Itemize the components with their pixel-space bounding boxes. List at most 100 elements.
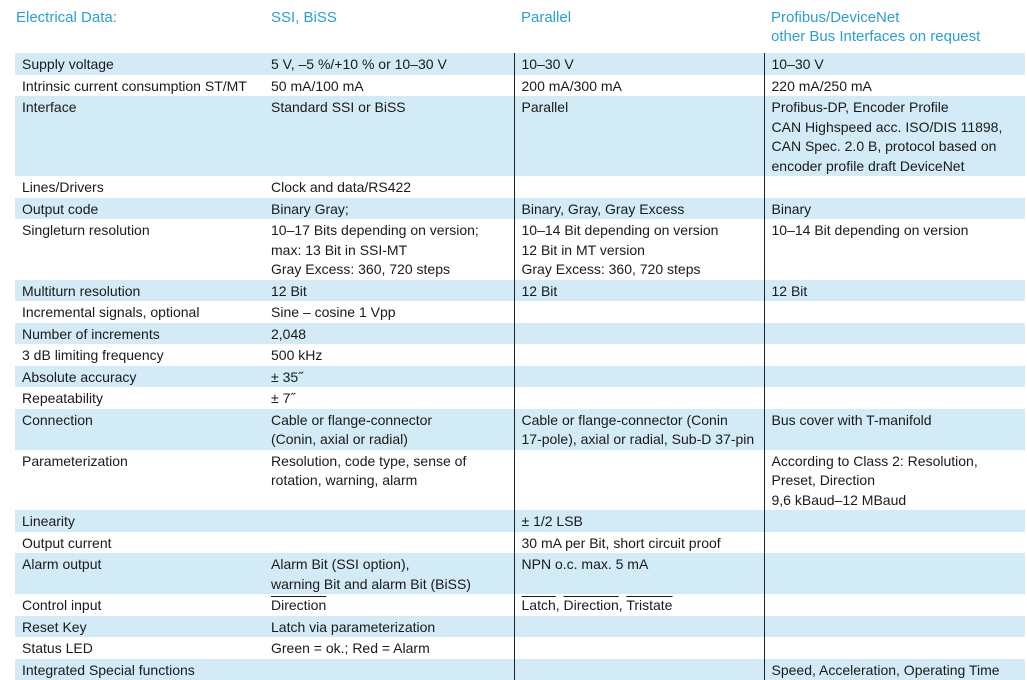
header-profibus-line1: Profibus/DeviceNet bbox=[771, 8, 980, 27]
parallel-cell bbox=[514, 659, 764, 680]
table-header: Electrical Data: SSI, BiSS Parallel Prof… bbox=[0, 0, 1027, 52]
parallel-cell bbox=[514, 301, 764, 323]
ssi-cell: 5 V, –5 %/+10 % or 10–30 V bbox=[264, 53, 514, 75]
parallel-cell bbox=[514, 637, 764, 659]
row-label: Integrated Special functions bbox=[15, 659, 264, 680]
parallel-cell-line: 10–30 V bbox=[522, 55, 757, 75]
bus-cell bbox=[764, 301, 1025, 323]
row-label: Output code bbox=[15, 198, 264, 220]
ssi-cell: ± 7˝ bbox=[264, 387, 514, 409]
ssi-cell-line: 500 kHz bbox=[271, 346, 507, 366]
parallel-cell-line: NPN o.c. max. 5 mA bbox=[522, 555, 757, 575]
ssi-cell-line: Resolution, code type, sense of bbox=[271, 452, 507, 472]
header-ssi-biss: SSI, BiSS bbox=[271, 8, 337, 27]
bus-cell-line: 10–30 V bbox=[772, 55, 1019, 75]
bus-cell-line: 12 Bit bbox=[772, 282, 1019, 302]
parallel-cell: Parallel bbox=[514, 96, 764, 176]
table-row: Linearity± 1/2 LSB bbox=[15, 510, 1025, 532]
parallel-cell-line: Parallel bbox=[522, 98, 757, 118]
ssi-cell-line: ± 35˝ bbox=[271, 368, 507, 388]
bus-cell-line: Binary bbox=[772, 200, 1019, 220]
parallel-cell: 200 mA/300 mA bbox=[514, 75, 764, 97]
bus-cell: 220 mA/250 mA bbox=[764, 75, 1025, 97]
ssi-cell-line: Latch via parameterization bbox=[271, 618, 507, 638]
ssi-cell-line: Clock and data/RS422 bbox=[271, 178, 507, 198]
bus-cell-line: Bus cover with T-manifold bbox=[772, 411, 1019, 431]
parallel-cell: NPN o.c. max. 5 mA bbox=[514, 553, 764, 594]
parallel-cell bbox=[514, 450, 764, 511]
bus-cell: 12 Bit bbox=[764, 280, 1025, 302]
ssi-cell: 500 kHz bbox=[264, 344, 514, 366]
parallel-cell-line: Latch, Direction, Tristate bbox=[522, 596, 757, 616]
parallel-cell-line: 17-pole), axial or radial, Sub-D 37-pin bbox=[522, 430, 757, 450]
table-row: Interface Standard SSI or BiSS Parallel Pro… bbox=[15, 96, 1025, 176]
bus-cell bbox=[764, 532, 1025, 554]
ssi-cell-line: Gray Excess: 360, 720 steps bbox=[271, 260, 507, 280]
row-label: Alarm output bbox=[15, 553, 264, 594]
ssi-cell-line: Binary Gray; bbox=[271, 200, 507, 220]
ssi-cell-line: ± 7˝ bbox=[271, 389, 507, 409]
bus-cell bbox=[764, 553, 1025, 594]
parallel-cell: 10–30 V bbox=[514, 53, 764, 75]
ssi-cell-line: max: 13 Bit in SSI-MT bbox=[271, 241, 507, 261]
bus-cell-line: Preset, Direction bbox=[772, 471, 1019, 491]
row-label: Control input bbox=[15, 594, 264, 616]
header-profibus-line2: other Bus Interfaces on request bbox=[771, 27, 980, 46]
spec-sheet: Electrical Data: SSI, BiSS Parallel Prof… bbox=[0, 0, 1027, 635]
ssi-cell-line: Standard SSI or BiSS bbox=[271, 98, 507, 118]
ssi-cell: Binary Gray; bbox=[264, 198, 514, 220]
bus-cell bbox=[764, 176, 1025, 198]
bus-cell-line: 220 mA/250 mA bbox=[772, 77, 1019, 97]
row-label: Incremental signals, optional bbox=[15, 301, 264, 323]
row-label: Reset Key bbox=[15, 616, 264, 638]
ssi-cell: Sine – cosine 1 Vpp bbox=[264, 301, 514, 323]
parallel-cell-line: 12 Bit bbox=[522, 282, 757, 302]
row-label: Interface bbox=[15, 96, 264, 176]
ssi-cell: Green = ok.; Red = Alarm bbox=[264, 637, 514, 659]
bus-cell bbox=[764, 637, 1025, 659]
ssi-cell-line: Green = ok.; Red = Alarm bbox=[271, 639, 507, 659]
ssi-cell-line: Cable or flange-connector bbox=[271, 411, 507, 431]
bus-cell: 10–30 V bbox=[764, 53, 1025, 75]
parallel-cell bbox=[514, 344, 764, 366]
row-label: Multiturn resolution bbox=[15, 280, 264, 302]
ssi-cell: 2,048 bbox=[264, 323, 514, 345]
row-label: Parameterization bbox=[15, 450, 264, 511]
ssi-cell: Cable or flange-connector(Conin, axial o… bbox=[264, 409, 514, 450]
table-row: Incremental signals, optional Sine – cosi… bbox=[15, 301, 1025, 323]
ssi-cell bbox=[264, 510, 514, 532]
row-label: Singleturn resolution bbox=[15, 219, 264, 280]
bus-cell: Bus cover with T-manifold bbox=[764, 409, 1025, 450]
bus-cell-line: encoder profile draft DeviceNet bbox=[772, 157, 1019, 177]
overlined-signal: Direction bbox=[271, 597, 326, 613]
bus-cell bbox=[764, 387, 1025, 409]
ssi-cell: 10–17 Bits depending on version;max: 13 … bbox=[264, 219, 514, 280]
ssi-cell-line: warning Bit and alarm Bit (BiSS) bbox=[271, 575, 507, 595]
row-label: Linearity bbox=[15, 510, 264, 532]
ssi-cell-line: Sine – cosine 1 Vpp bbox=[271, 303, 507, 323]
bus-cell-line: 9,6 kBaud–12 MBaud bbox=[772, 491, 1019, 511]
overlined-signal: Direction bbox=[564, 597, 619, 613]
ssi-cell-line: 12 Bit bbox=[271, 282, 507, 302]
row-label: Repeatability bbox=[15, 387, 264, 409]
parallel-cell: Latch, Direction, Tristate bbox=[514, 594, 764, 616]
ssi-cell-line: 50 mA/100 mA bbox=[271, 77, 507, 97]
parallel-cell-line: Binary, Gray, Gray Excess bbox=[522, 200, 757, 220]
ssi-cell: 50 mA/100 mA bbox=[264, 75, 514, 97]
ssi-cell-line: Direction bbox=[271, 596, 507, 616]
table-row: Multiturn resolution 12 Bit 12 Bit 12 Bit bbox=[15, 280, 1025, 302]
